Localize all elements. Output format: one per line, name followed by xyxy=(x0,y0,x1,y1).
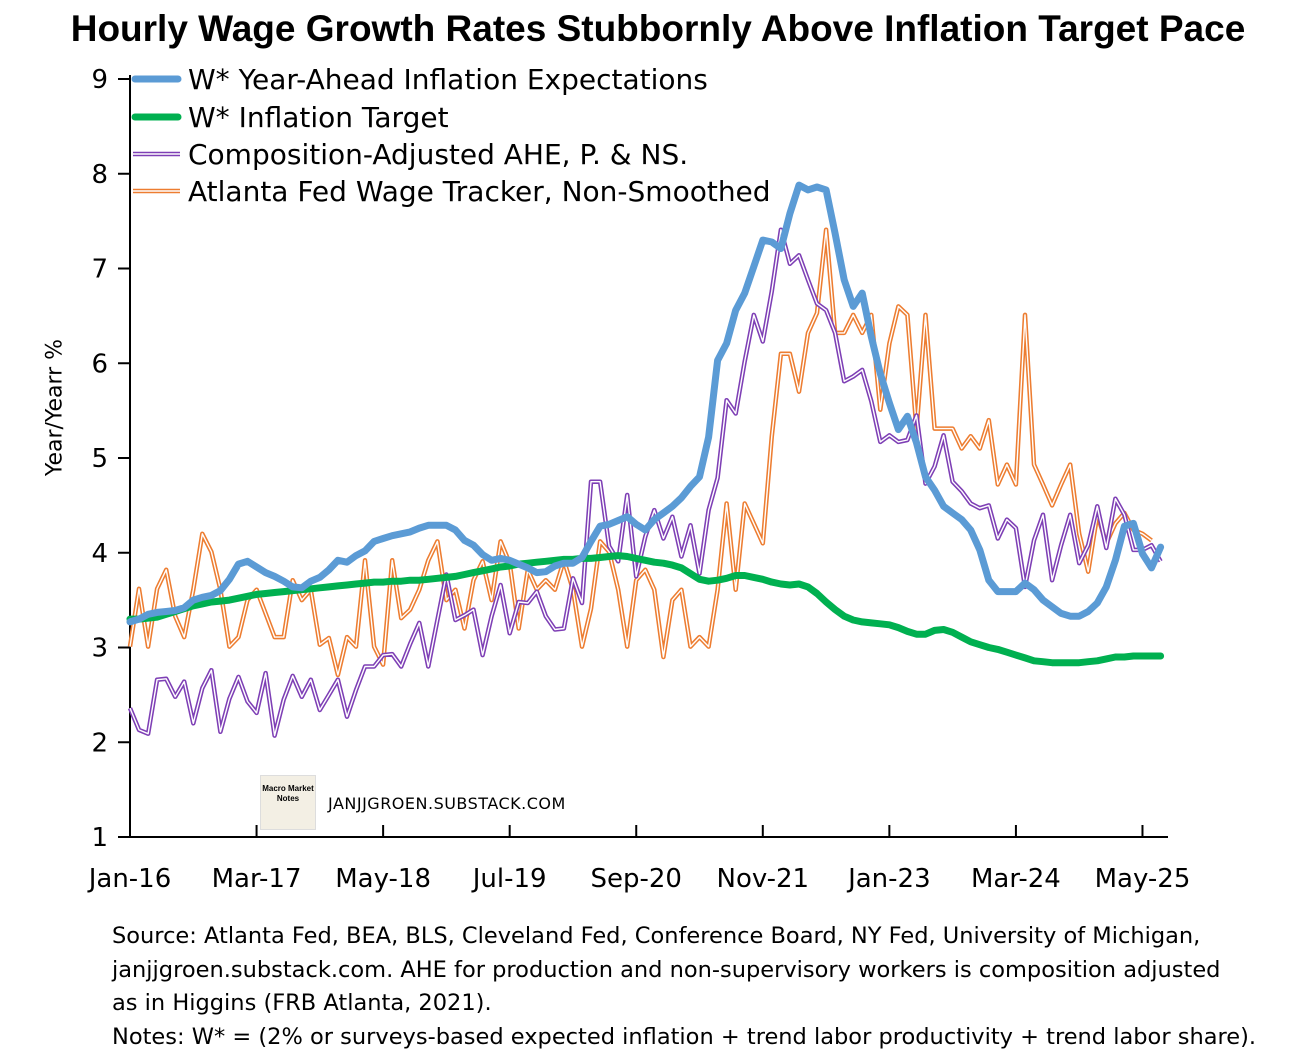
y-tick-label: 3 xyxy=(91,634,108,664)
legend-item: W* Year-Ahead Inflation Expectations xyxy=(131,63,708,96)
x-tick-label: May-18 xyxy=(335,864,431,894)
legend-label: Composition-Adjusted AHE, P. & NS. xyxy=(188,138,688,171)
series-line-inner xyxy=(129,229,1162,737)
x-tick-label: Jul-19 xyxy=(471,864,547,894)
x-tick-label: Mar-17 xyxy=(212,864,302,894)
series-line-inner xyxy=(129,229,1152,676)
series-line xyxy=(127,227,1163,738)
series-group xyxy=(126,181,1165,738)
x-tick-label: Sep-20 xyxy=(590,864,681,894)
series-w-year-ahead-inflation-expectations xyxy=(126,181,1165,626)
legend-label: W* Inflation Target xyxy=(188,101,449,134)
series-line xyxy=(127,227,1153,678)
note-line: Source: Atlanta Fed, BEA, BLS, Cleveland… xyxy=(112,923,1201,949)
note-line: Notes: W* = (2% or surveys-based expecte… xyxy=(112,1023,1257,1050)
x-tick-label: Mar-24 xyxy=(971,864,1061,894)
series-composition-adjusted-ahe-p-ns xyxy=(127,227,1163,738)
y-tick-label: 4 xyxy=(91,539,108,569)
x-tick-label: Jan-16 xyxy=(87,864,172,894)
x-tick-label: May-25 xyxy=(1095,864,1191,894)
series-line xyxy=(126,181,1165,626)
y-tick-label: 9 xyxy=(91,65,108,95)
legend-item: Atlanta Fed Wage Tracker, Non-Smoothed xyxy=(133,175,771,208)
legend-item: Composition-Adjusted AHE, P. & NS. xyxy=(133,138,688,171)
legend-item: W* Inflation Target xyxy=(131,101,449,134)
legend: W* Year-Ahead Inflation Expectations W* I… xyxy=(131,63,771,208)
axes: 1 2 3 4 5 6 7 8 9 Jan-16 Mar-17 May-18 Jul-19 Sep-20 N… xyxy=(87,65,1191,894)
note-line: as in Higgins (FRB Atlanta, 2021). xyxy=(112,990,492,1016)
y-tick-label: 6 xyxy=(91,349,108,379)
y-axis-label: Year/Yearr % xyxy=(42,338,68,477)
series-atlanta-fed-wage-tracker-non-smoothed xyxy=(127,227,1153,678)
y-tick-label: 7 xyxy=(91,255,108,285)
y-tick-label: 2 xyxy=(91,728,108,758)
x-tick-label: Jan-23 xyxy=(846,864,931,894)
source-notes: Source: Atlanta Fed, BEA, BLS, Cleveland… xyxy=(112,920,1256,1054)
legend-label: Atlanta Fed Wage Tracker, Non-Smoothed xyxy=(188,175,771,208)
note-line: janjjgroen.substack.com. AHE for product… xyxy=(112,956,1221,983)
y-tick-label: 1 xyxy=(91,823,108,853)
watermark-text: JANJJGROEN.SUBSTACK.COM xyxy=(328,794,566,813)
legend-label: W* Year-Ahead Inflation Expectations xyxy=(188,63,708,96)
x-tick-label: Nov-21 xyxy=(717,864,810,894)
y-tick-label: 8 xyxy=(91,160,108,190)
y-tick-label: 5 xyxy=(91,444,108,474)
chart-title: Hourly Wage Growth Rates Stubbornly Abov… xyxy=(70,8,1246,49)
watermark-logo: Macro Market Notes xyxy=(260,775,316,830)
